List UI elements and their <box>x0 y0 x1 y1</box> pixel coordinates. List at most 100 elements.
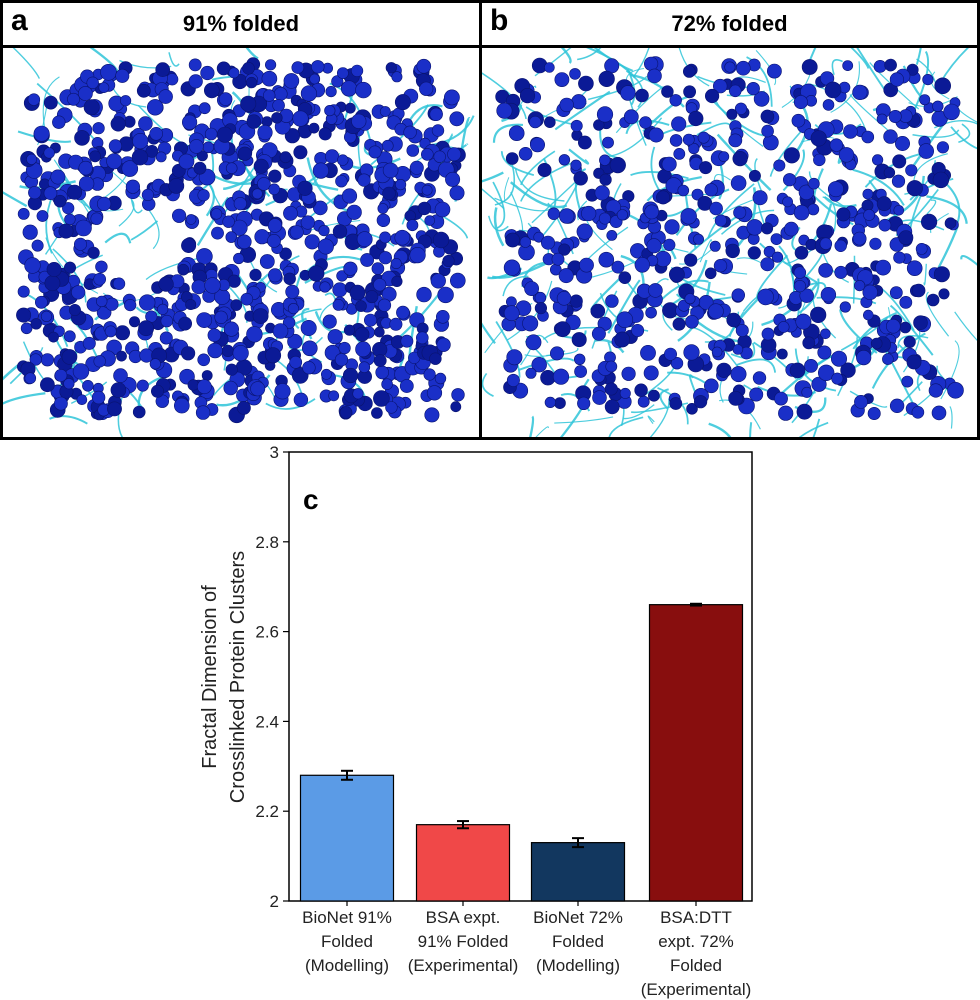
protein-bead <box>76 394 88 406</box>
protein-bead <box>761 124 774 138</box>
protein-bead <box>640 344 656 361</box>
protein-bead <box>748 169 761 182</box>
protein-bead <box>883 129 898 144</box>
protein-bead <box>40 377 55 393</box>
network-image-91 <box>3 48 475 437</box>
protein-bead <box>187 379 200 391</box>
protein-bead <box>168 177 185 194</box>
fiber-strand <box>507 280 553 341</box>
fiber-strand <box>49 415 88 425</box>
protein-bead <box>862 309 874 321</box>
fiber-strand <box>746 56 773 107</box>
protein-bead <box>424 215 436 226</box>
protein-bead <box>43 186 58 200</box>
protein-bead <box>110 116 126 132</box>
protein-bead <box>570 119 583 132</box>
fiber-strand <box>716 133 772 192</box>
protein-bead <box>319 281 331 293</box>
protein-bead <box>72 363 90 380</box>
protein-bead <box>810 306 827 324</box>
protein-bead <box>346 204 362 220</box>
protein-bead <box>160 314 174 328</box>
fiber-strand <box>960 255 977 266</box>
protein-bead <box>693 233 705 245</box>
protein-bead <box>752 371 767 385</box>
protein-bead <box>450 401 462 413</box>
fiber-strand <box>245 48 259 60</box>
protein-bead <box>287 333 303 350</box>
protein-bead <box>377 298 392 312</box>
protein-bead <box>449 185 465 201</box>
protein-bead <box>285 284 300 299</box>
protein-bead <box>919 94 931 106</box>
protein-bead <box>403 125 417 140</box>
protein-bead <box>36 210 49 222</box>
protein-bead <box>337 154 349 166</box>
protein-bead <box>551 252 565 266</box>
fiber-strand <box>460 117 471 151</box>
protein-bead <box>436 337 451 352</box>
protein-bead <box>149 358 161 370</box>
protein-bead <box>677 184 690 197</box>
protein-bead <box>289 225 304 240</box>
protein-bead <box>691 188 704 201</box>
protein-bead <box>621 366 636 381</box>
protein-bead <box>794 246 809 260</box>
protein-bead <box>905 164 918 177</box>
protein-bead <box>138 116 153 131</box>
y-tick-label: 3 <box>270 443 279 462</box>
protein-bead <box>216 61 231 76</box>
protein-bead <box>252 308 269 324</box>
protein-bead <box>451 388 465 402</box>
panel-a-letter: a <box>11 4 28 37</box>
protein-bead <box>75 219 92 237</box>
fiber-strand <box>482 372 494 397</box>
protein-bead <box>78 176 95 192</box>
protein-bead <box>605 294 619 308</box>
protein-bead <box>631 323 645 337</box>
y-axis-label-line: Crosslinked Protein Clusters <box>227 551 249 803</box>
protein-bead <box>590 303 606 319</box>
protein-bead <box>406 144 420 157</box>
protein-bead <box>368 145 382 159</box>
protein-bead <box>934 77 952 95</box>
protein-bead <box>328 390 340 402</box>
protein-bead <box>616 311 634 329</box>
protein-bead <box>525 367 537 379</box>
protein-bead <box>647 389 660 402</box>
protein-bead <box>644 56 659 71</box>
protein-bead <box>936 141 950 154</box>
protein-bead <box>300 215 315 230</box>
protein-bead <box>591 326 606 341</box>
protein-bead <box>824 81 842 99</box>
protein-bead <box>503 259 521 276</box>
fiber-strand <box>949 406 953 429</box>
protein-bead <box>395 179 407 191</box>
protein-bead <box>223 380 238 396</box>
protein-bead <box>729 84 742 98</box>
x-tick-label: (Modelling) <box>536 956 620 975</box>
protein-bead <box>889 72 905 87</box>
protein-bead <box>107 401 122 417</box>
protein-bead <box>218 92 233 106</box>
protein-bead <box>661 85 674 98</box>
x-tick-label: Folded <box>670 956 722 975</box>
fiber-strand <box>930 71 950 100</box>
protein-bead <box>537 163 552 178</box>
protein-bead <box>922 73 934 86</box>
panel-b-letter: b <box>490 4 509 37</box>
protein-bead <box>274 383 291 400</box>
protein-bead <box>577 396 591 411</box>
protein-bead <box>921 213 938 230</box>
protein-bead <box>734 102 748 115</box>
protein-bead <box>704 267 717 280</box>
fiber-strand <box>482 322 496 344</box>
fiber-strand <box>492 181 506 229</box>
protein-bead <box>618 271 632 284</box>
protein-bead <box>578 75 594 92</box>
protein-bead <box>804 358 818 373</box>
protein-bead <box>119 95 132 107</box>
protein-bead <box>569 68 581 80</box>
protein-bead <box>376 213 391 228</box>
protein-bead <box>354 326 370 342</box>
